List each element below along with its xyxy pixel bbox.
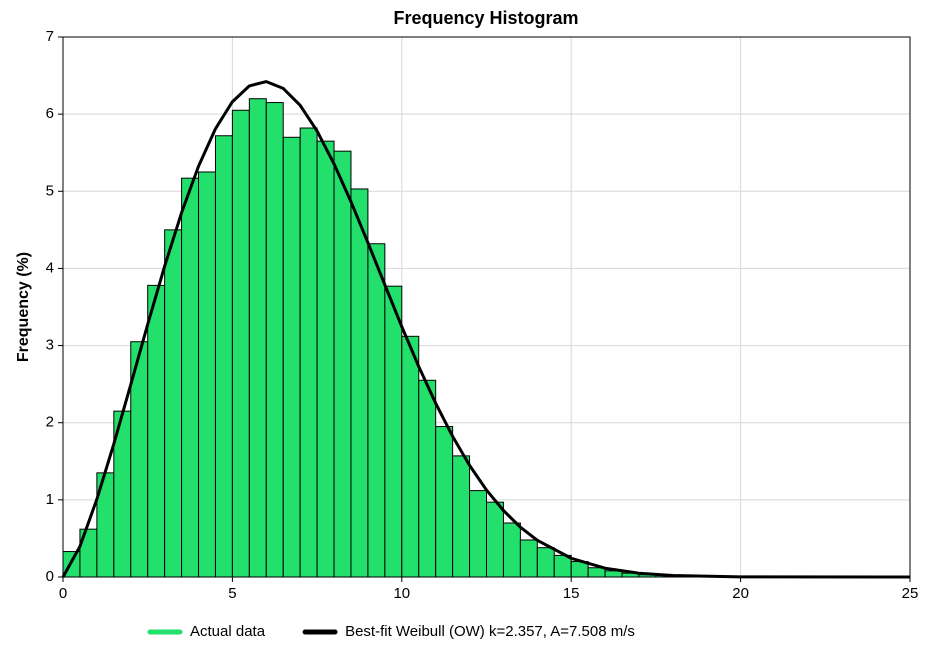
x-tick-label: 20	[732, 585, 749, 602]
bar	[333, 150, 352, 578]
y-tick-label: 5	[46, 182, 54, 199]
y-tick-label: 4	[46, 259, 54, 276]
bar	[452, 455, 471, 578]
x-tick-label: 15	[563, 585, 580, 602]
bar	[367, 243, 386, 578]
y-tick-label: 2	[46, 414, 54, 431]
bar	[553, 554, 572, 578]
bar	[401, 335, 420, 578]
legend-label: Best-fit Weibull (OW) k=2.357, A=7.508 m…	[345, 623, 635, 640]
bar	[350, 188, 369, 578]
legend-label: Actual data	[190, 623, 266, 640]
bar	[502, 522, 521, 578]
bar	[469, 490, 487, 578]
bar	[299, 127, 318, 578]
y-tick-label: 1	[46, 491, 54, 508]
bar	[181, 177, 200, 578]
bar	[316, 140, 335, 578]
bar	[587, 567, 606, 578]
fit-line	[61, 80, 911, 579]
y-tick-label: 3	[46, 337, 54, 354]
bar	[248, 98, 267, 578]
y-tick-label: 0	[46, 568, 54, 585]
bar	[265, 102, 284, 578]
bar	[384, 285, 403, 578]
x-tick-label: 0	[59, 585, 67, 602]
x-tick-label: 25	[902, 585, 919, 602]
bar	[435, 426, 454, 578]
bar	[214, 135, 233, 578]
x-tick-label: 10	[393, 585, 410, 602]
bar	[486, 501, 504, 578]
bar	[164, 229, 183, 578]
bar	[231, 109, 250, 578]
chart-title: Frequency Histogram	[393, 8, 578, 28]
bar	[519, 539, 538, 578]
y-axis-label: Frequency (%)	[15, 252, 32, 362]
bar	[282, 136, 301, 578]
bar	[536, 547, 555, 578]
bar	[198, 171, 216, 578]
bar	[147, 284, 166, 578]
y-tick-label: 6	[46, 105, 54, 122]
bar	[418, 379, 437, 578]
plot-frame	[62, 36, 911, 578]
y-tick-label: 7	[46, 28, 54, 45]
x-tick-label: 5	[228, 585, 236, 602]
